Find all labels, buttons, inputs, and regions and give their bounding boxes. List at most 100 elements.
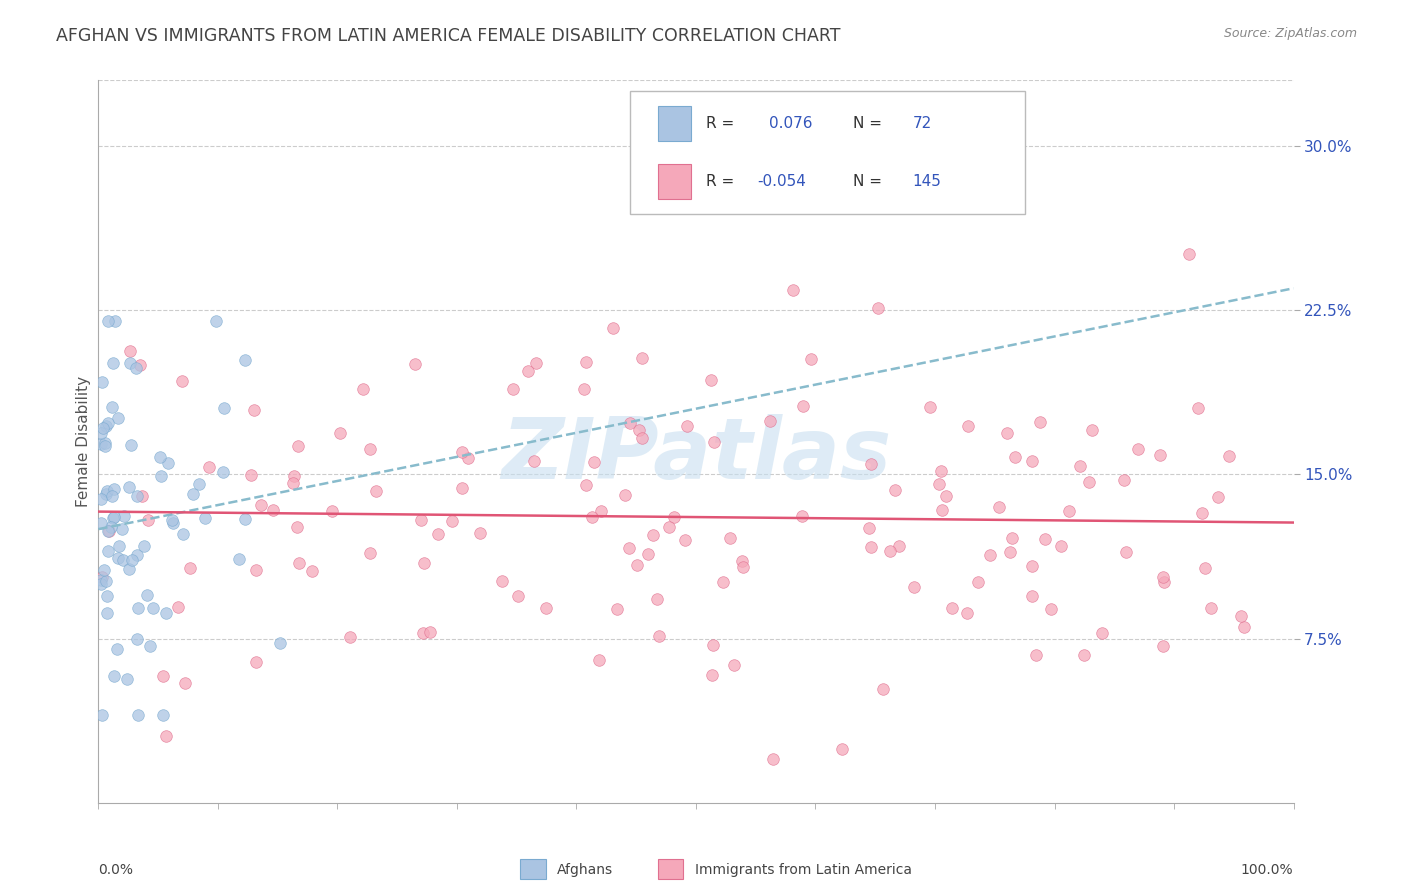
Point bbox=[1021, 589, 1043, 603]
Point bbox=[112, 508, 135, 523]
Point bbox=[988, 500, 1011, 514]
Point bbox=[90, 375, 112, 389]
Point bbox=[364, 483, 387, 498]
Bar bbox=[658, 164, 692, 199]
FancyBboxPatch shape bbox=[630, 91, 1025, 214]
Point bbox=[583, 454, 606, 468]
Point bbox=[450, 445, 472, 459]
Point bbox=[204, 314, 226, 328]
Point bbox=[181, 487, 204, 501]
Point bbox=[104, 314, 127, 328]
Point bbox=[90, 426, 112, 441]
Point bbox=[1077, 475, 1099, 490]
Point bbox=[1081, 423, 1104, 437]
Point bbox=[103, 483, 125, 497]
Point bbox=[125, 489, 148, 503]
Point bbox=[581, 510, 603, 524]
Point bbox=[606, 602, 628, 616]
Point bbox=[641, 528, 664, 542]
Point bbox=[979, 548, 1001, 562]
Point bbox=[491, 574, 513, 588]
Point bbox=[245, 655, 267, 669]
Point bbox=[131, 489, 153, 503]
Point bbox=[631, 351, 654, 366]
Point bbox=[108, 540, 131, 554]
Point bbox=[100, 520, 122, 534]
Point bbox=[648, 629, 671, 643]
Point bbox=[287, 520, 309, 534]
Point bbox=[935, 489, 957, 503]
Point bbox=[90, 491, 112, 506]
Text: Source: ZipAtlas.com: Source: ZipAtlas.com bbox=[1223, 27, 1357, 40]
Point bbox=[931, 464, 953, 478]
Point bbox=[711, 575, 734, 590]
Point bbox=[404, 357, 426, 371]
Point bbox=[90, 437, 112, 451]
Point bbox=[879, 544, 901, 558]
Point bbox=[174, 675, 197, 690]
Point bbox=[121, 553, 143, 567]
Point bbox=[233, 512, 256, 526]
Point bbox=[637, 547, 659, 561]
Point bbox=[155, 606, 177, 620]
Point bbox=[111, 523, 134, 537]
Point bbox=[117, 480, 139, 494]
Point bbox=[572, 382, 595, 396]
Point bbox=[94, 439, 117, 453]
Point bbox=[100, 489, 122, 503]
Point bbox=[658, 520, 681, 534]
Point bbox=[249, 498, 271, 512]
Point bbox=[359, 442, 381, 456]
Point bbox=[858, 521, 880, 535]
Point bbox=[1114, 473, 1136, 487]
Point bbox=[93, 563, 115, 577]
Point bbox=[194, 510, 217, 524]
Point bbox=[602, 321, 624, 335]
Point bbox=[162, 516, 184, 531]
Point bbox=[723, 657, 745, 672]
Point bbox=[718, 531, 741, 545]
Point bbox=[411, 513, 433, 527]
Point bbox=[107, 411, 129, 425]
Y-axis label: Female Disability: Female Disability bbox=[76, 376, 91, 508]
Point bbox=[179, 561, 201, 575]
Text: N =: N = bbox=[852, 174, 882, 189]
Point bbox=[628, 423, 651, 437]
Point bbox=[575, 354, 598, 368]
Point bbox=[96, 483, 118, 498]
Point bbox=[120, 438, 142, 452]
Point bbox=[941, 600, 963, 615]
Point bbox=[1178, 247, 1201, 261]
Point bbox=[155, 729, 177, 743]
Text: Immigrants from Latin America: Immigrants from Latin America bbox=[695, 863, 911, 877]
Point bbox=[673, 533, 696, 547]
Point bbox=[1001, 531, 1024, 545]
Text: ZIPatlas: ZIPatlas bbox=[501, 415, 891, 498]
Point bbox=[97, 314, 120, 328]
Point bbox=[675, 418, 697, 433]
Point bbox=[1191, 507, 1213, 521]
Point bbox=[664, 509, 686, 524]
Point bbox=[96, 574, 118, 589]
Text: N =: N = bbox=[852, 116, 882, 131]
Point bbox=[125, 360, 148, 375]
Point bbox=[613, 488, 636, 502]
Point bbox=[1073, 648, 1095, 662]
Point bbox=[152, 669, 174, 683]
Point bbox=[918, 400, 941, 414]
Point bbox=[419, 625, 441, 640]
Point bbox=[782, 283, 804, 297]
Point bbox=[97, 544, 120, 558]
Point bbox=[132, 539, 155, 553]
Point bbox=[287, 439, 309, 453]
Point bbox=[96, 590, 118, 604]
Point bbox=[1025, 648, 1047, 663]
Point bbox=[1069, 458, 1091, 473]
Point bbox=[631, 431, 654, 445]
Point bbox=[534, 601, 557, 615]
Point bbox=[1218, 449, 1240, 463]
Point bbox=[1000, 545, 1022, 559]
Point bbox=[245, 563, 267, 577]
Text: R =: R = bbox=[706, 174, 734, 189]
Point bbox=[329, 425, 352, 440]
